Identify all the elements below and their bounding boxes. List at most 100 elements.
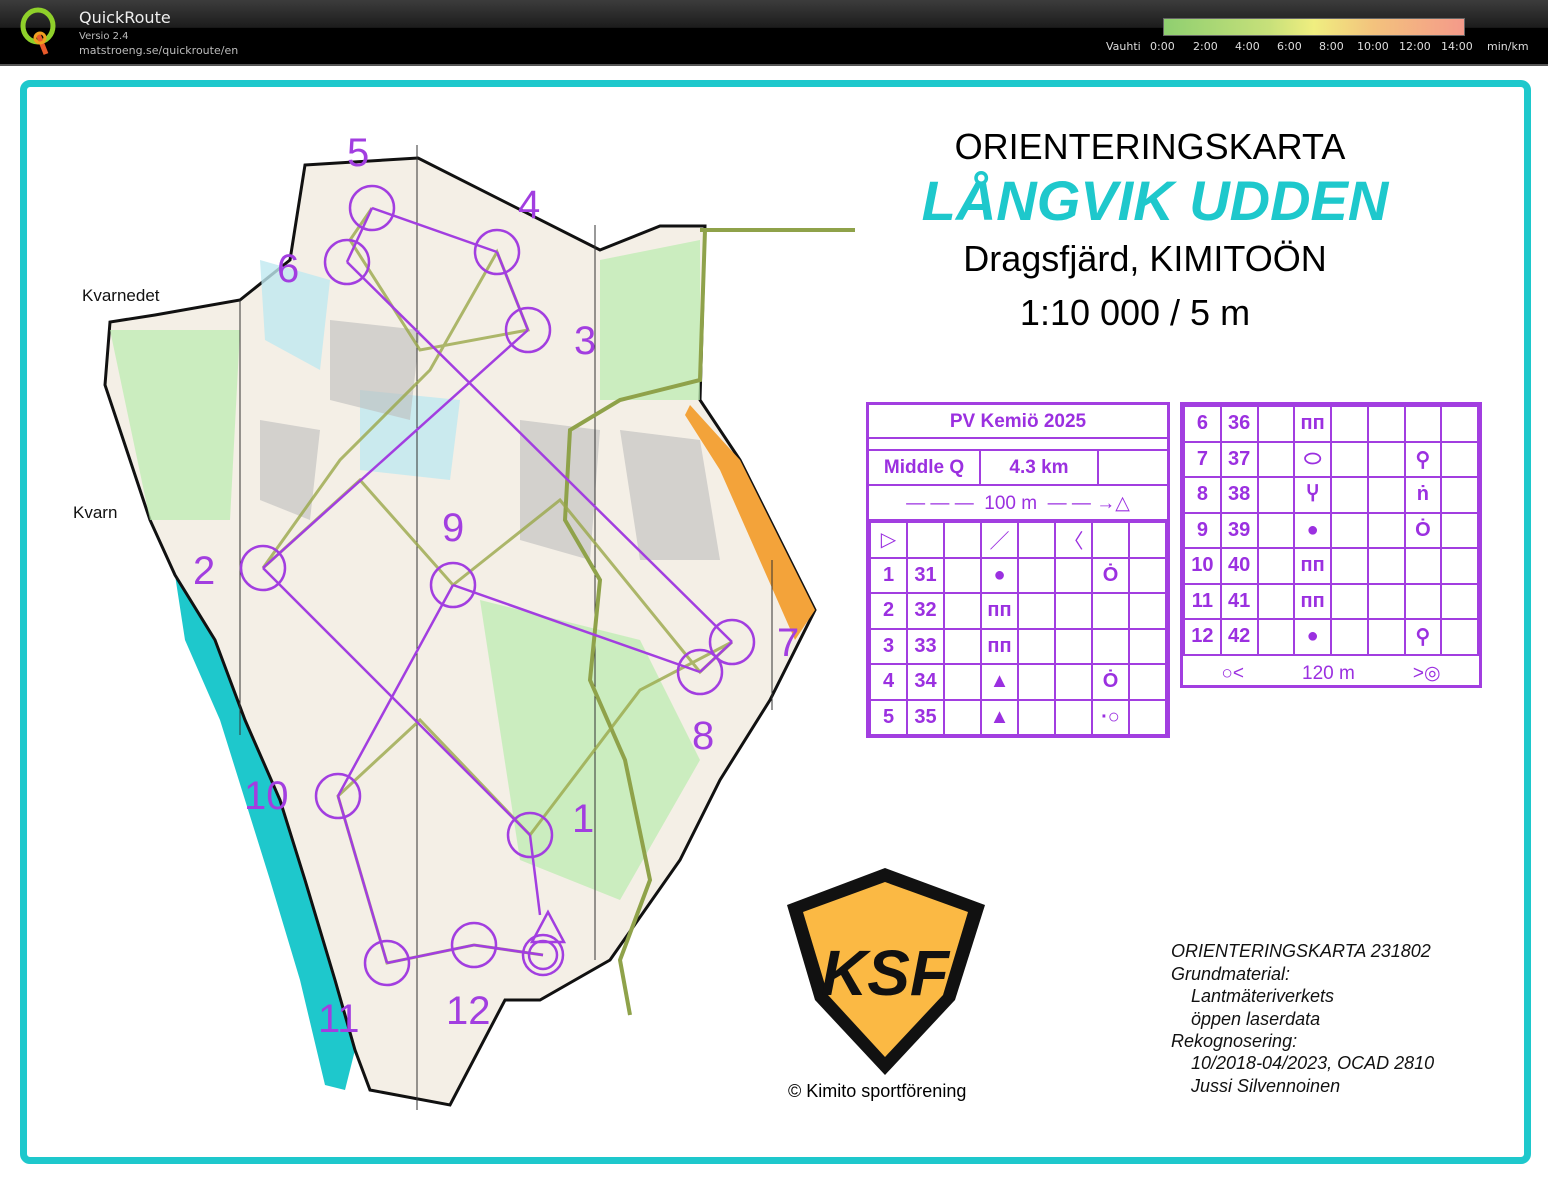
column-symbol xyxy=(943,521,982,559)
control-order: 12 xyxy=(1183,618,1222,656)
control-feature: ᴨᴨ xyxy=(1293,582,1332,620)
control-circle xyxy=(314,772,362,820)
control-feature: ● xyxy=(1293,618,1332,656)
column-symbol: ▷ xyxy=(869,521,908,559)
control-description-sheet-1: PV Kemiö 2025 Middle Q 4.3 km — — — 100 … xyxy=(866,402,1170,738)
control-circle xyxy=(429,561,477,609)
column-symbol xyxy=(1017,521,1056,559)
control-detail: ⚲ xyxy=(1403,440,1443,478)
copyright: © Kimito sportförening xyxy=(788,1081,967,1101)
start-leg-length: 100 m xyxy=(984,493,1038,514)
description-row: 10 40 ᴨᴨ xyxy=(1183,547,1479,585)
control-code: 36 xyxy=(1219,405,1259,443)
svg-text:KSF: KSF xyxy=(821,937,951,1009)
event-name: PV Kemiö 2025 xyxy=(869,405,1167,439)
class-name: Middle Q xyxy=(869,451,981,484)
pace-tick: 6:00 xyxy=(1277,40,1302,53)
pace-tick: 10:00 xyxy=(1357,40,1389,53)
column-symbol xyxy=(1128,521,1167,559)
control-detail xyxy=(1403,582,1443,620)
map-place: Dragsfjärd, KIMITOÖN xyxy=(963,238,1327,279)
control-detail xyxy=(1091,592,1130,630)
description-row: 1 31 ● Ȯ xyxy=(869,556,1167,594)
control-circle xyxy=(363,939,411,987)
place-label: Kvarnedet xyxy=(82,286,160,305)
description-row: 4 34 ▲ Ȯ xyxy=(869,663,1167,701)
control-code: 39 xyxy=(1219,511,1259,549)
control-feature: Ⴤ xyxy=(1293,476,1332,514)
credit-line: Grundmaterial: xyxy=(1171,964,1291,984)
description-row: 7 37 ⬭ ⚲ xyxy=(1183,440,1479,478)
credit-line: Lantmäteriverkets xyxy=(1191,986,1335,1006)
control-code: 31 xyxy=(906,556,945,594)
control-detail: Ȯ xyxy=(1091,556,1130,594)
course-length: 4.3 km xyxy=(981,451,1099,484)
control-feature: ▲ xyxy=(980,698,1019,736)
map-name: LÅNGVIK UDDEN xyxy=(921,169,1389,232)
description-row: 3 33 ᴨᴨ xyxy=(869,627,1167,665)
control-circle xyxy=(473,228,521,276)
control-number: 5 xyxy=(347,131,369,175)
control-order: 11 xyxy=(1183,582,1222,620)
description-row: 11 41 ᴨᴨ xyxy=(1183,582,1479,620)
control-order: 8 xyxy=(1183,476,1222,514)
control-feature: ᴨᴨ xyxy=(980,627,1019,665)
control-code: 41 xyxy=(1219,582,1259,620)
control-feature: ● xyxy=(980,556,1019,594)
course-overprint xyxy=(262,206,733,965)
control-detail xyxy=(1403,405,1443,443)
control-feature: ᴨᴨ xyxy=(1293,547,1332,585)
control-number: 10 xyxy=(244,774,289,818)
finish-icon xyxy=(521,933,565,977)
control-number: 12 xyxy=(446,989,491,1033)
quickroute-header: QuickRoute Versio 2.4 matstroeng.se/quic… xyxy=(0,0,1548,66)
credit-line: öppen laserdata xyxy=(1191,1009,1321,1029)
ksf-logo: KSF xyxy=(787,868,985,1075)
control-order: 9 xyxy=(1183,511,1222,549)
open-land xyxy=(110,240,700,900)
credit-line: 10/2018-04/2023, OCAD 2810 xyxy=(1191,1053,1435,1073)
finish-leg-length: 120 m xyxy=(1302,662,1355,684)
pace-tick: 0:00 xyxy=(1150,40,1175,53)
control-feature: ⬭ xyxy=(1293,440,1332,478)
control-order: 2 xyxy=(869,592,908,630)
control-order: 5 xyxy=(869,698,908,736)
control-number: 7 xyxy=(777,621,799,665)
control-circle xyxy=(348,184,396,232)
column-symbol: 〈 xyxy=(1054,521,1093,559)
control-feature: ● xyxy=(1293,511,1332,549)
control-detail xyxy=(1091,627,1130,665)
control-number: 3 xyxy=(574,319,596,363)
column-symbol: ／ xyxy=(980,521,1019,559)
control-circle xyxy=(239,544,287,592)
control-detail: ⚲ xyxy=(1403,618,1443,656)
description-row: 6 36 ᴨᴨ xyxy=(1183,405,1479,443)
control-number: 1 xyxy=(572,797,594,841)
pace-unit: min/km xyxy=(1487,40,1529,53)
control-feature: ᴨᴨ xyxy=(980,592,1019,630)
control-detail: ·○ xyxy=(1091,698,1130,736)
control-order: 3 xyxy=(869,627,908,665)
control-feature: ▲ xyxy=(980,663,1019,701)
control-code: 33 xyxy=(906,627,945,665)
road xyxy=(562,228,855,1016)
control-detail: ṅ xyxy=(1403,476,1443,514)
control-code: 34 xyxy=(906,663,945,701)
pace-tick: 12:00 xyxy=(1399,40,1431,53)
description-row: 2 32 ᴨᴨ xyxy=(869,592,1167,630)
pace-tick: 2:00 xyxy=(1193,40,1218,53)
pace-label: Vauhti xyxy=(1106,40,1141,53)
rock-areas xyxy=(260,320,720,560)
description-row: 9 39 ● Ȯ xyxy=(1183,511,1479,549)
marsh xyxy=(260,260,460,480)
app-url[interactable]: matstroeng.se/quickroute/en xyxy=(79,44,239,57)
credit-line: Jussi Silvennoinen xyxy=(1191,1076,1341,1096)
control-order: 6 xyxy=(1183,405,1222,443)
credit-line: ORIENTERINGSKARTA 231802 xyxy=(1171,941,1431,961)
control-circle xyxy=(506,811,554,859)
column-symbol xyxy=(906,521,945,559)
pace-tick: 8:00 xyxy=(1319,40,1344,53)
